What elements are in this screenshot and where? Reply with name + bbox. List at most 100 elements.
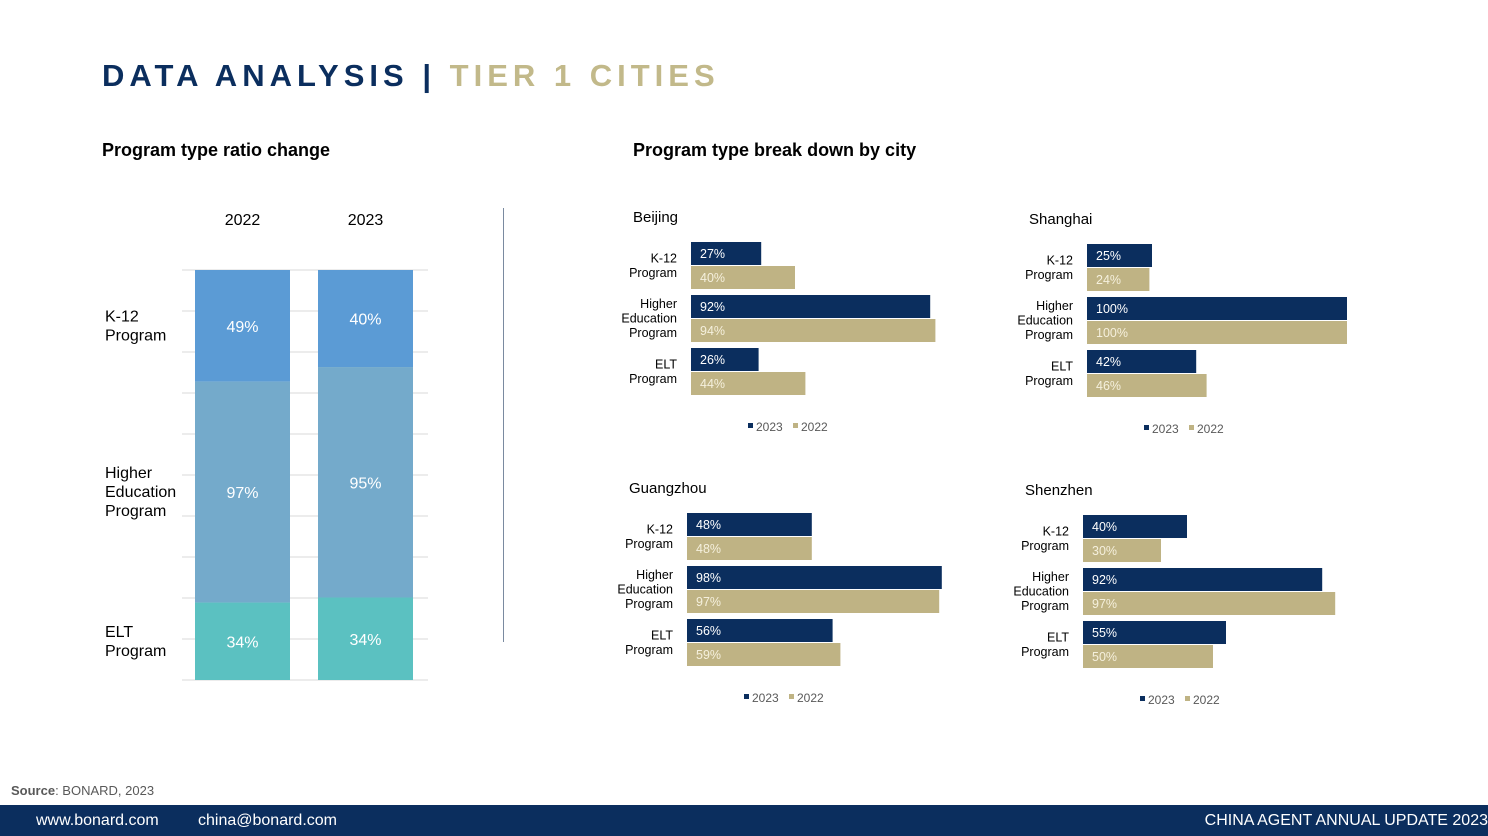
- title-separator: |: [422, 58, 437, 93]
- year-label-2022: 2022: [225, 212, 261, 229]
- segment-k-12-program-2022: [195, 270, 290, 382]
- legend-swatch-2022: [789, 694, 794, 699]
- bar-2023-k-12-program: [1087, 244, 1152, 267]
- title-accent: TIER 1 CITIES: [449, 58, 720, 93]
- bar-2023-k-12-program: [1083, 515, 1187, 538]
- legend-label-2022: 2022: [1193, 693, 1220, 707]
- bar-2023-higher-education-program: [1087, 297, 1347, 320]
- page-title: DATA ANALYSIS | TIER 1 CITIES: [102, 58, 720, 94]
- bar-2022-elt-program: [1087, 374, 1207, 397]
- category-label-k-12-program: K-12 Program: [625, 522, 673, 551]
- section-divider: [503, 208, 504, 642]
- legend-swatch-2023: [744, 694, 749, 699]
- bar-label-2023-k-12-program: 40%: [1092, 520, 1117, 534]
- legend-swatch-2022: [1185, 696, 1190, 701]
- city-title-beijing: Beijing: [633, 209, 678, 226]
- bar-2022-higher-education-program: [687, 590, 940, 613]
- year-label-2023: 2023: [348, 212, 384, 229]
- bar-2022-elt-program: [1083, 645, 1213, 668]
- category-label-higher-education-program: Higher Education Program: [621, 297, 677, 340]
- legend-swatch-2022: [793, 423, 798, 428]
- segment-elt-program-2022: [195, 602, 290, 680]
- footer-report-title: CHINA AGENT ANNUAL UPDATE 2023: [1204, 812, 1488, 829]
- footer-email[interactable]: china@bonard.com: [198, 812, 337, 829]
- bar-label-2023-higher-education-program: 100%: [1096, 302, 1128, 316]
- right-section-title: Program type break down by city: [633, 140, 917, 160]
- category-label-k-12-program: K-12 Program: [629, 251, 677, 280]
- bar-label-2023-k-12-program: 27%: [700, 247, 725, 261]
- bar-2022-elt-program: [691, 372, 806, 395]
- bar-label-2022-higher-education-program: 94%: [700, 324, 725, 338]
- bar-label-2022-k-12-program: 24%: [1096, 273, 1121, 287]
- segment-label-k-12-program-2022: 49%: [226, 319, 258, 336]
- bar-label-2023-higher-education-program: 98%: [696, 571, 721, 585]
- category-label-higher-education-program: Higher Education Program: [1017, 299, 1073, 342]
- bar-2023-higher-education-program: [691, 295, 931, 318]
- source-label: Source: [11, 783, 56, 798]
- legend-label-2022: 2022: [1197, 422, 1224, 436]
- bar-label-2022-higher-education-program: 97%: [1092, 597, 1117, 611]
- bar-2023-elt-program: [1083, 621, 1226, 644]
- bar-2022-k-12-program: [687, 537, 812, 560]
- category-label-higher-education-program: Higher Education Program: [1013, 570, 1069, 613]
- program-ratio-chart: 2022 49% 97% 34% 2023 40% 95% 34% K-12 Program Hig…: [105, 212, 428, 681]
- beijing-chart: Beijing K-12 Program 27% 40% Higher Education P…: [621, 209, 936, 434]
- bar-label-2022-higher-education-program: 97%: [696, 595, 721, 609]
- segment-label-higher-education-program-2023: 95%: [349, 475, 381, 492]
- bar-2022-k-12-program: [1083, 539, 1161, 562]
- segment-label-k-12-program-2023: 40%: [349, 312, 381, 329]
- bar-2022-higher-education-program: [691, 319, 936, 342]
- category-label-elt-program: ELT Program: [1021, 630, 1069, 659]
- bar-label-2023-elt-program: 26%: [700, 353, 725, 367]
- bar-2023-elt-program: [687, 619, 833, 642]
- bar-2022-k-12-program: [1087, 268, 1150, 291]
- shenzhen-chart: Shenzhen K-12 Program 40% 30% Higher Education…: [1013, 482, 1336, 707]
- bar-2022-higher-education-program: [1087, 321, 1347, 344]
- legend-label-2022: 2022: [801, 420, 828, 434]
- bar-label-2022-k-12-program: 48%: [696, 542, 721, 556]
- bar-2023-higher-education-program: [1083, 568, 1323, 591]
- bar-label-2022-elt-program: 59%: [696, 648, 721, 662]
- series-label-k-12-program: K-12 Program: [105, 308, 166, 344]
- left-section-title: Program type ratio change: [102, 140, 331, 160]
- bar-label-2022-higher-education-program: 100%: [1096, 326, 1128, 340]
- bar-label-2023-k-12-program: 48%: [696, 518, 721, 532]
- source-text: : BONARD, 2023: [55, 783, 155, 798]
- category-label-elt-program: ELT Program: [1025, 359, 1073, 388]
- bar-2023-elt-program: [1087, 350, 1197, 373]
- bar-label-2022-k-12-program: 30%: [1092, 544, 1117, 558]
- category-label-k-12-program: K-12 Program: [1021, 524, 1069, 553]
- segment-label-higher-education-program-2022: 97%: [226, 485, 258, 502]
- series-label-elt-program: ELT Program: [105, 624, 166, 660]
- category-label-elt-program: ELT Program: [625, 628, 673, 657]
- bar-label-2023-elt-program: 42%: [1096, 355, 1121, 369]
- bar-label-2022-elt-program: 46%: [1096, 379, 1121, 393]
- legend-label-2023: 2023: [752, 691, 779, 705]
- bar-label-2022-elt-program: 50%: [1092, 650, 1117, 664]
- segment-higher-education-program-2022: [195, 381, 290, 603]
- category-label-elt-program: ELT Program: [629, 357, 677, 386]
- bar-label-2022-elt-program: 44%: [700, 377, 725, 391]
- legend-label-2023: 2023: [1152, 422, 1179, 436]
- footer-website[interactable]: www.bonard.com: [36, 812, 159, 829]
- source-note: Source: BONARD, 2023: [11, 783, 154, 798]
- bar-2023-k-12-program: [687, 513, 812, 536]
- bar-2023-higher-education-program: [687, 566, 942, 589]
- bar-label-2023-elt-program: 55%: [1092, 626, 1117, 640]
- category-label-k-12-program: K-12 Program: [1025, 253, 1073, 282]
- category-label-higher-education-program: Higher Education Program: [617, 568, 673, 611]
- legend-label-2023: 2023: [756, 420, 783, 434]
- title-main: DATA ANALYSIS: [102, 58, 409, 93]
- legend-swatch-2022: [1189, 425, 1194, 430]
- bar-label-2023-elt-program: 56%: [696, 624, 721, 638]
- bar-label-2023-k-12-program: 25%: [1096, 249, 1121, 263]
- segment-k-12-program-2023: [318, 270, 413, 368]
- bar-2023-elt-program: [691, 348, 759, 371]
- guangzhou-chart: Guangzhou K-12 Program 48% 48% Higher Educatio…: [617, 480, 942, 705]
- footer-bar: www.bonard.com china@bonard.com CHINA AG…: [0, 805, 1488, 836]
- city-title-shanghai: Shanghai: [1029, 211, 1092, 228]
- series-label-higher-education-program: Higher Education Program: [105, 465, 176, 520]
- bar-label-2023-higher-education-program: 92%: [1092, 573, 1117, 587]
- bar-2022-k-12-program: [691, 266, 795, 289]
- segment-label-elt-program-2022: 34%: [226, 634, 258, 651]
